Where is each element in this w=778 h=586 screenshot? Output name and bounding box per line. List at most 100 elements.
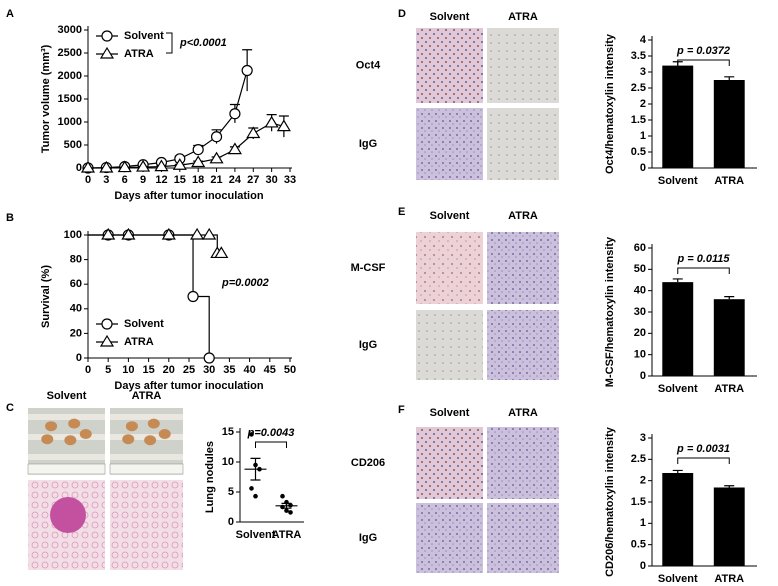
micrograph — [416, 427, 483, 499]
p-value: p = 0.0031 — [676, 443, 730, 455]
data-point — [99, 160, 114, 173]
significance-bracket — [677, 59, 730, 66]
micrograph — [110, 480, 183, 570]
panel-letter: C — [6, 402, 14, 414]
legend-label: Solvent — [124, 30, 164, 42]
panel-letter: A — [6, 8, 14, 20]
micrograph — [416, 28, 483, 103]
p-value: p<0.0001 — [179, 37, 227, 49]
lung-photo — [45, 421, 58, 432]
data-point — [214, 246, 229, 259]
x-tick-label: 35 — [223, 364, 235, 376]
image-row-label: IgG — [359, 339, 377, 351]
data-point — [210, 131, 223, 143]
data-point — [253, 493, 258, 499]
y-tick-label: 1500 — [58, 93, 82, 105]
legend-label: ATRA — [124, 48, 154, 60]
x-tick-label: 33 — [284, 174, 296, 186]
y-tick-label: 3000 — [58, 24, 82, 36]
y-tick-label: 2 — [640, 98, 646, 110]
data-point — [191, 155, 206, 168]
x-tick-label: 21 — [210, 174, 222, 186]
y-tick-label: 1.5 — [631, 496, 646, 508]
x-tick-label: 9 — [140, 174, 146, 186]
x-tick-label: 25 — [183, 364, 195, 376]
y-tick-label: 80 — [70, 254, 82, 266]
data-point — [246, 126, 261, 139]
x-tick-label: ATRA — [714, 573, 744, 585]
x-tick-label: ATRA — [714, 383, 744, 395]
y-tick-label: 5 — [228, 486, 234, 498]
x-tick-label: 15 — [142, 364, 154, 376]
data-point — [121, 227, 136, 240]
image-row-label: CD206 — [351, 457, 385, 469]
lung-photo — [125, 421, 138, 432]
image-column-label: Solvent — [430, 11, 470, 23]
x-tick-label: 27 — [247, 174, 259, 186]
image-column-label: Solvent — [430, 210, 470, 222]
lung-photo — [122, 434, 135, 445]
x-tick-label: 30 — [266, 174, 278, 186]
y-tick-label: 3.5 — [631, 50, 646, 62]
lung-photo — [68, 418, 81, 429]
series-line — [87, 70, 248, 169]
y-tick-label: 100 — [64, 229, 82, 241]
y-tick-label: 60 — [70, 278, 82, 290]
y-axis-label: M-CSF/hematoxylin intensity — [604, 236, 616, 387]
x-axis-label: Days after tumor inoculation — [114, 380, 263, 392]
bar — [713, 80, 745, 168]
lung-photo — [144, 435, 157, 446]
y-tick-label: 2500 — [58, 47, 82, 59]
image-column-label: Solvent — [430, 407, 470, 419]
bar — [662, 65, 694, 168]
y-axis-label: Oct4/hematoxylin intensity — [604, 33, 616, 174]
error-bar — [281, 502, 292, 509]
image-column-label: ATRA — [508, 407, 538, 419]
data-point — [249, 432, 254, 437]
micrograph — [487, 108, 559, 180]
legend-label: ATRA — [124, 336, 154, 348]
data-point — [172, 158, 187, 170]
data-point — [101, 227, 116, 240]
error-bar — [672, 469, 683, 473]
y-tick-label: 60 — [634, 242, 646, 254]
x-tick-label: 6 — [122, 174, 128, 186]
data-point — [202, 227, 217, 240]
data-point — [161, 227, 176, 240]
x-tick-label: 0 — [85, 364, 91, 376]
y-tick-label: 10 — [222, 456, 234, 468]
x-tick-label: ATRA — [714, 175, 744, 187]
legend-marker — [99, 46, 115, 59]
x-tick-label: Solvent — [658, 383, 698, 395]
x-tick-label: 0 — [85, 174, 91, 186]
panel-letter: E — [398, 206, 405, 218]
image-column-label: ATRA — [508, 210, 538, 222]
x-tick-label: Solvent — [658, 573, 698, 585]
data-point — [80, 160, 96, 173]
significance-bracket — [255, 441, 287, 448]
legend-marker — [101, 318, 113, 330]
y-tick-label: 1000 — [58, 116, 82, 128]
data-point — [288, 510, 293, 515]
image-row-label: IgG — [359, 532, 377, 544]
significance-bracket — [677, 267, 730, 274]
micrograph — [416, 310, 483, 380]
y-tick-label: 15 — [222, 426, 234, 438]
significance-bracket — [166, 32, 173, 54]
y-tick-label: 0 — [640, 162, 646, 174]
data-point — [284, 508, 289, 513]
data-point — [264, 115, 279, 128]
y-tick-label: 2000 — [58, 70, 82, 82]
error-bar — [250, 457, 261, 481]
micrograph — [416, 232, 483, 304]
image-row-label: IgG — [359, 138, 377, 150]
x-tick-label: 50 — [284, 364, 296, 376]
y-axis-label: Tumor volume (mm³) — [40, 44, 52, 153]
image-column-label: ATRA — [508, 11, 538, 23]
panel-letter: F — [398, 404, 405, 416]
survival-line — [193, 295, 210, 358]
data-point — [190, 227, 205, 240]
legend-marker — [101, 30, 113, 42]
y-tick-label: 20 — [634, 327, 646, 339]
lung-photo — [79, 429, 92, 439]
